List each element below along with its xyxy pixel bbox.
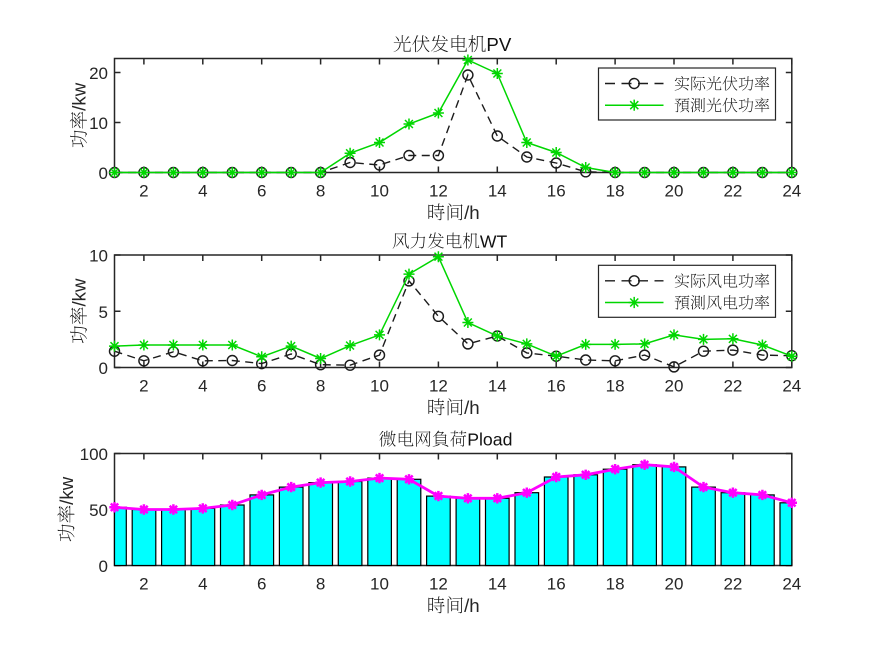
svg-text:5: 5 <box>99 303 108 322</box>
svg-text:100: 100 <box>80 445 108 464</box>
svg-text:2: 2 <box>139 575 148 594</box>
svg-text:12: 12 <box>429 575 448 594</box>
svg-text:Pload: Pload <box>467 429 512 449</box>
svg-text:22: 22 <box>723 377 742 396</box>
svg-text:0: 0 <box>99 557 108 576</box>
svg-text:4: 4 <box>198 182 207 201</box>
svg-text:PV: PV <box>486 34 511 55</box>
svg-text:22: 22 <box>723 575 742 594</box>
svg-text:/kw: /kw <box>69 278 90 307</box>
svg-text:8: 8 <box>316 575 325 594</box>
svg-text:22: 22 <box>723 182 742 201</box>
svg-text:10: 10 <box>89 114 108 133</box>
svg-text:18: 18 <box>606 575 625 594</box>
svg-text:6: 6 <box>257 575 266 594</box>
svg-text:14: 14 <box>488 377 507 396</box>
svg-text:10: 10 <box>370 182 389 201</box>
svg-text:2: 2 <box>139 182 148 201</box>
svg-text:12: 12 <box>429 377 448 396</box>
svg-text:6: 6 <box>257 377 266 396</box>
svg-text:18: 18 <box>606 182 625 201</box>
svg-text:0: 0 <box>99 359 108 378</box>
svg-text:14: 14 <box>488 575 507 594</box>
svg-text:4: 4 <box>198 575 207 594</box>
svg-text:/h: /h <box>464 202 480 223</box>
svg-text:8: 8 <box>316 377 325 396</box>
svg-text:/kw: /kw <box>69 82 90 111</box>
svg-text:10: 10 <box>370 575 389 594</box>
svg-text:/h: /h <box>464 397 480 418</box>
svg-text:10: 10 <box>89 247 108 266</box>
svg-text:0: 0 <box>99 164 108 183</box>
svg-text:16: 16 <box>547 182 566 201</box>
svg-text:20: 20 <box>665 575 684 594</box>
svg-text:18: 18 <box>606 377 625 396</box>
svg-text:10: 10 <box>370 377 389 396</box>
svg-text:/h: /h <box>464 595 480 616</box>
svg-text:WT: WT <box>480 231 508 251</box>
svg-text:14: 14 <box>488 182 507 201</box>
svg-text:/kw: /kw <box>56 476 77 505</box>
svg-text:50: 50 <box>89 501 108 520</box>
svg-text:4: 4 <box>198 377 207 396</box>
svg-text:24: 24 <box>782 377 801 396</box>
svg-text:20: 20 <box>89 64 108 83</box>
svg-text:12: 12 <box>429 182 448 201</box>
svg-text:16: 16 <box>547 575 566 594</box>
svg-text:8: 8 <box>316 182 325 201</box>
svg-text:20: 20 <box>665 377 684 396</box>
svg-text:20: 20 <box>665 182 684 201</box>
svg-text:6: 6 <box>257 182 266 201</box>
svg-text:16: 16 <box>547 377 566 396</box>
svg-text:24: 24 <box>782 182 801 201</box>
svg-text:2: 2 <box>139 377 148 396</box>
svg-text:24: 24 <box>782 575 801 594</box>
